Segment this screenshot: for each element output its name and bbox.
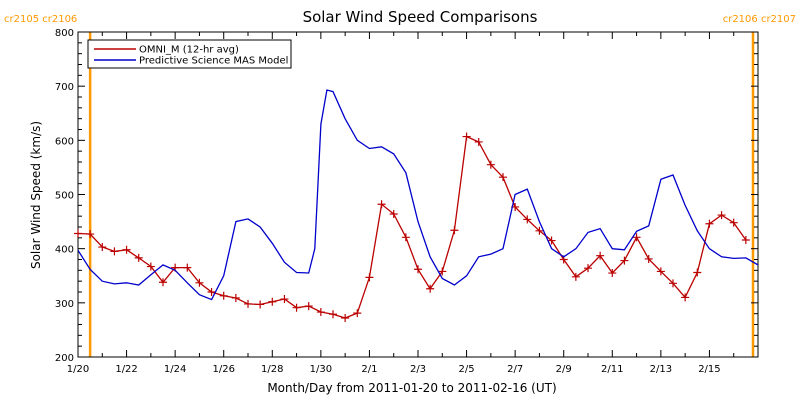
- data-point-marker: [620, 256, 629, 265]
- data-point-marker: [207, 288, 216, 296]
- data-point-marker: [499, 173, 507, 182]
- data-point-marker: [656, 267, 665, 276]
- legend-entry-label: OMNI_M (12-hr avg): [139, 45, 239, 56]
- data-point-marker: [146, 262, 155, 271]
- data-point-marker: [741, 236, 750, 244]
- data-point-marker: [669, 279, 677, 288]
- x-tick-label: 1/20: [67, 364, 89, 375]
- data-point-marker: [608, 269, 617, 278]
- data-point-marker: [535, 226, 544, 235]
- x-axis: 1/20 1/22 1/24 1/26 1/28 1/30 2/1 2/3 2/5 2/7 2/9 2…: [67, 32, 735, 375]
- data-point-marker: [729, 218, 738, 227]
- data-point-marker: [474, 137, 483, 146]
- y-tick-label: 200: [55, 353, 74, 364]
- x-tick-label: 1/26: [212, 364, 234, 375]
- data-point-marker: [304, 302, 313, 311]
- data-point-marker: [341, 314, 350, 322]
- data-point-marker: [195, 278, 204, 287]
- y-tick-label: 300: [55, 299, 74, 310]
- plot-frame: [77, 31, 759, 358]
- data-point-marker: [159, 278, 167, 287]
- data-point-marker: [644, 254, 653, 263]
- data-point-marker: [462, 132, 471, 141]
- data-point-marker: [681, 293, 690, 302]
- x-tick-label: 1/30: [310, 364, 332, 375]
- data-point-marker: [584, 264, 592, 273]
- y-axis-label: Solar Wind Speed (km/s): [29, 121, 43, 269]
- data-point-marker: [523, 215, 532, 224]
- x-tick-label: 2/5: [459, 364, 475, 375]
- data-point-marker: [705, 219, 714, 228]
- data-point-marker: [122, 245, 131, 254]
- data-point-marker: [231, 293, 240, 302]
- data-point-marker: [280, 295, 289, 304]
- legend-entry-label: Predictive Science MAS Model: [139, 56, 288, 67]
- data-point-marker: [450, 226, 459, 235]
- data-point-marker: [292, 303, 301, 312]
- data-point-marker: [256, 300, 265, 309]
- data-point-marker: [547, 236, 556, 245]
- x-axis-label: Month/Day from 2011-01-20 to 2011-02-16 …: [267, 381, 556, 395]
- data-point-marker: [353, 309, 362, 318]
- data-point-marker: [426, 284, 435, 293]
- data-point-marker: [401, 233, 410, 242]
- legend: OMNI_M (12-hr avg)Predictive Science MAS…: [87, 39, 292, 69]
- data-point-marker: [98, 243, 107, 252]
- data-point-marker: [86, 230, 95, 239]
- x-tick-label: 2/13: [650, 364, 672, 375]
- data-point-marker: [365, 273, 374, 282]
- y-axis: 200 300 400 500 600 700 800: [55, 28, 758, 364]
- series-line-0: [78, 135, 747, 319]
- y-tick-label: 500: [55, 191, 74, 202]
- data-point-marker: [389, 210, 398, 218]
- data-point-marker: [596, 251, 605, 260]
- data-point-marker: [377, 200, 386, 209]
- data-point-marker: [134, 253, 143, 262]
- data-point-marker: [74, 229, 82, 238]
- carrington-marker-label: cr2105 cr2106: [4, 14, 77, 25]
- series-layer: [74, 89, 758, 322]
- x-tick-label: 2/15: [698, 364, 720, 375]
- data-point-marker: [316, 308, 325, 317]
- x-tick-label: 2/9: [556, 364, 572, 375]
- x-tick-label: 1/22: [115, 364, 137, 375]
- y-tick-label: 400: [55, 245, 74, 256]
- data-point-marker: [571, 272, 580, 281]
- legend-box: [87, 39, 292, 69]
- y-tick-label: 800: [55, 28, 74, 39]
- carrington-marker-label: cr2106 cr2107: [723, 14, 796, 25]
- data-point-marker: [183, 263, 192, 272]
- x-tick-label: 2/11: [601, 364, 623, 375]
- series-line-1: [78, 89, 758, 301]
- plot-border: [77, 31, 759, 358]
- data-point-marker: [438, 267, 447, 276]
- data-point-marker: [414, 265, 422, 274]
- x-tick-label: 2/1: [361, 364, 377, 375]
- data-point-marker: [110, 247, 119, 256]
- data-point-marker: [693, 268, 702, 277]
- data-point-marker: [268, 297, 277, 306]
- x-tick-label: 1/28: [261, 364, 283, 375]
- data-point-marker: [244, 299, 252, 308]
- data-point-marker: [632, 233, 641, 242]
- y-tick-label: 600: [55, 136, 74, 147]
- data-point-marker: [329, 310, 337, 319]
- data-point-marker: [486, 160, 495, 169]
- data-point-marker: [717, 211, 726, 220]
- data-point-marker: [219, 291, 228, 300]
- x-tick-label: 2/3: [410, 364, 426, 375]
- x-tick-label: 1/24: [164, 364, 186, 375]
- y-tick-label: 700: [55, 82, 74, 93]
- chart-title: Solar Wind Speed Comparisons: [303, 8, 538, 26]
- x-tick-label: 2/7: [507, 364, 523, 375]
